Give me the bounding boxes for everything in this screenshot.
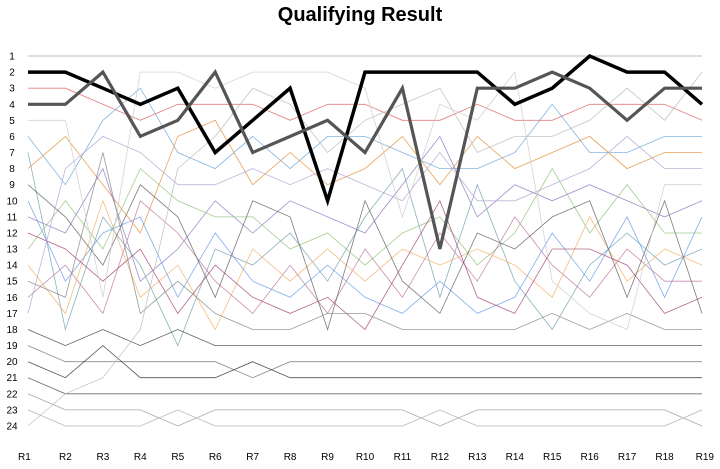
- y-tick-label: 3: [9, 84, 15, 95]
- x-tick-label: R10: [356, 452, 375, 463]
- y-tick-label: 5: [9, 116, 15, 127]
- series-line-14: [27, 184, 703, 331]
- y-tick-label: 20: [6, 357, 18, 368]
- x-tick-label: R6: [209, 452, 222, 463]
- series-line-9: [27, 152, 703, 347]
- x-tick-label: R11: [394, 452, 412, 463]
- series-line-24: [28, 71, 702, 331]
- y-tick-label: 12: [6, 228, 18, 239]
- x-tick-label: R1: [18, 452, 31, 463]
- series-line-22: [27, 409, 703, 427]
- y-tick-label: 16: [6, 293, 18, 304]
- y-tick-label: 18: [6, 325, 18, 336]
- series-line-12: [27, 200, 703, 314]
- y-tick-label: 21: [6, 373, 18, 384]
- x-tick-label: R2: [59, 452, 72, 463]
- series-line-19: [27, 377, 702, 395]
- x-axis-ticks: R1 R2 R3 R4 R5 R6 R7 R8 R9 R10 R11 R12 R13 R14 R15 R16 R…: [18, 452, 714, 463]
- y-tick-label: 23: [6, 405, 18, 416]
- series-line-1: [28, 53, 704, 207]
- series-line-8: [27, 167, 702, 266]
- x-tick-label: R14: [506, 452, 525, 463]
- y-tick-label: 6: [9, 132, 15, 143]
- series-line-23: [27, 71, 703, 427]
- x-tick-label: R16: [580, 452, 599, 463]
- x-tick-label: R9: [321, 452, 334, 463]
- y-tick-label: 24: [6, 422, 18, 433]
- series-line-4: [28, 87, 703, 121]
- series-line-11: [27, 199, 703, 331]
- y-tick-label: 17: [6, 309, 18, 320]
- x-tick-label: R17: [618, 452, 637, 463]
- x-tick-label: R3: [96, 452, 109, 463]
- series-layer: [27, 53, 704, 427]
- y-tick-label: 1: [9, 52, 15, 63]
- series-line-15: [27, 152, 702, 330]
- y-tick-label: 14: [6, 261, 18, 272]
- x-tick-label: R19: [696, 452, 715, 463]
- series-line-6: [27, 119, 702, 234]
- chart-title: Qualifying Result: [277, 4, 443, 26]
- y-tick-label: 22: [6, 389, 18, 400]
- series-line-5: [27, 87, 702, 186]
- series-line-21: [27, 393, 703, 427]
- y-tick-label: 11: [7, 212, 18, 223]
- series-line-7: [27, 135, 703, 282]
- x-tick-label: R12: [431, 452, 450, 463]
- y-tick-label: 2: [9, 68, 15, 79]
- x-tick-label: R8: [284, 452, 297, 463]
- x-tick-label: R15: [543, 452, 562, 463]
- series-line-17: [27, 345, 702, 379]
- x-tick-label: R7: [246, 452, 259, 463]
- y-tick-label: 9: [9, 180, 15, 191]
- x-tick-label: R5: [171, 452, 184, 463]
- x-tick-label: R13: [468, 452, 487, 463]
- series-line-16: [27, 329, 702, 347]
- x-tick-label: R18: [655, 452, 674, 463]
- y-tick-label: 15: [6, 277, 18, 288]
- x-tick-label: R4: [134, 452, 147, 463]
- y-tick-label: 7: [9, 148, 15, 159]
- y-tick-label: 4: [9, 100, 15, 111]
- y-tick-label: 19: [6, 341, 18, 352]
- series-line-20: [27, 135, 702, 314]
- y-tick-label: 13: [6, 245, 18, 256]
- y-tick-label: 10: [6, 196, 18, 207]
- series-line-10: [27, 200, 702, 315]
- series-line-13: [27, 199, 703, 331]
- series-line-2: [28, 69, 702, 250]
- series-line-18: [27, 345, 702, 379]
- y-tick-label: 8: [9, 164, 15, 175]
